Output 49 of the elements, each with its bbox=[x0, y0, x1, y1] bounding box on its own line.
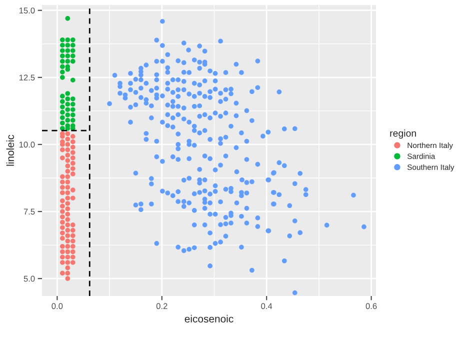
point bbox=[70, 58, 76, 64]
point bbox=[65, 16, 70, 21]
point bbox=[65, 91, 70, 96]
y-tick-label: 12.5 bbox=[19, 74, 35, 81]
y-axis-title: linoleic bbox=[6, 134, 14, 166]
x-tick-label: 0.6 bbox=[366, 303, 377, 310]
x-tick-label: 0.4 bbox=[261, 303, 272, 310]
point bbox=[70, 118, 76, 123]
point bbox=[65, 42, 70, 48]
point bbox=[70, 78, 76, 82]
point bbox=[60, 104, 65, 110]
point bbox=[70, 48, 76, 53]
point bbox=[70, 96, 76, 102]
point bbox=[70, 107, 76, 112]
point bbox=[65, 54, 70, 58]
point bbox=[65, 102, 70, 107]
point bbox=[65, 48, 70, 53]
y-tick-label: 7.5 bbox=[24, 208, 35, 215]
point bbox=[60, 110, 65, 115]
point bbox=[60, 70, 65, 74]
point bbox=[65, 112, 70, 118]
point bbox=[65, 118, 70, 123]
y-tick-label: 5.0 bbox=[24, 276, 35, 282]
x-tick-label: 0.0 bbox=[52, 303, 63, 310]
point bbox=[60, 42, 65, 48]
point bbox=[70, 102, 76, 107]
legend-title: region bbox=[390, 130, 416, 139]
point bbox=[65, 37, 70, 42]
point bbox=[60, 99, 65, 104]
y-tick-label: 10.0 bbox=[19, 142, 35, 148]
y-tick-label: 15.0 bbox=[19, 8, 35, 14]
x-axis-title: eicosenoic bbox=[184, 314, 234, 323]
point bbox=[65, 96, 70, 102]
point bbox=[70, 112, 76, 118]
point bbox=[60, 54, 65, 58]
point bbox=[60, 64, 65, 70]
point bbox=[60, 94, 65, 99]
point bbox=[60, 120, 65, 126]
point bbox=[70, 54, 76, 58]
point bbox=[60, 75, 65, 80]
point bbox=[60, 115, 65, 120]
point bbox=[65, 58, 70, 64]
point bbox=[60, 37, 65, 42]
point bbox=[70, 37, 76, 42]
point bbox=[70, 42, 76, 48]
point bbox=[60, 48, 65, 53]
point bbox=[65, 107, 70, 112]
x-tick-label: 0.2 bbox=[156, 303, 168, 310]
point bbox=[60, 58, 65, 64]
